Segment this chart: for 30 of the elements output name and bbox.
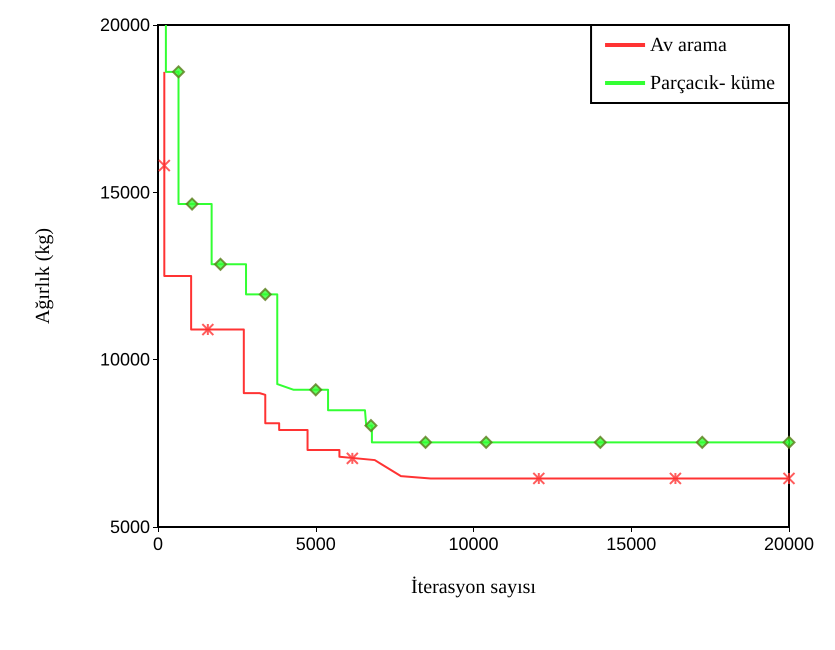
y-tick-label: 10000 bbox=[100, 350, 150, 370]
point bbox=[668, 472, 682, 485]
x-axis-title: İterasyon sayısı bbox=[411, 576, 536, 598]
x-tick-label: 10000 bbox=[448, 534, 499, 554]
legend-label: Parçacık- küme bbox=[650, 72, 776, 94]
legend-label: Av arama bbox=[650, 34, 727, 56]
y-tick-label: 15000 bbox=[100, 182, 150, 202]
point bbox=[258, 288, 272, 301]
point bbox=[172, 65, 186, 78]
point bbox=[364, 419, 378, 432]
x-tick-label: 15000 bbox=[606, 534, 656, 554]
point bbox=[532, 472, 546, 485]
x-tick-label: 20000 bbox=[764, 534, 814, 554]
point bbox=[696, 436, 709, 449]
point bbox=[782, 436, 796, 449]
point bbox=[346, 452, 359, 465]
x-tick-label: 0 bbox=[152, 534, 164, 554]
point bbox=[419, 436, 432, 449]
point bbox=[201, 323, 214, 336]
y-axis-title: Ağırlık (kg) bbox=[32, 228, 54, 324]
point bbox=[158, 159, 171, 172]
x-tick-label: 5000 bbox=[296, 534, 336, 554]
point bbox=[186, 198, 199, 211]
point bbox=[309, 383, 322, 396]
point bbox=[594, 436, 607, 449]
y-tick-label: 5000 bbox=[110, 517, 150, 537]
y-tick-label: 20000 bbox=[100, 15, 150, 35]
point bbox=[782, 472, 796, 485]
point bbox=[214, 258, 227, 271]
point bbox=[480, 436, 493, 449]
